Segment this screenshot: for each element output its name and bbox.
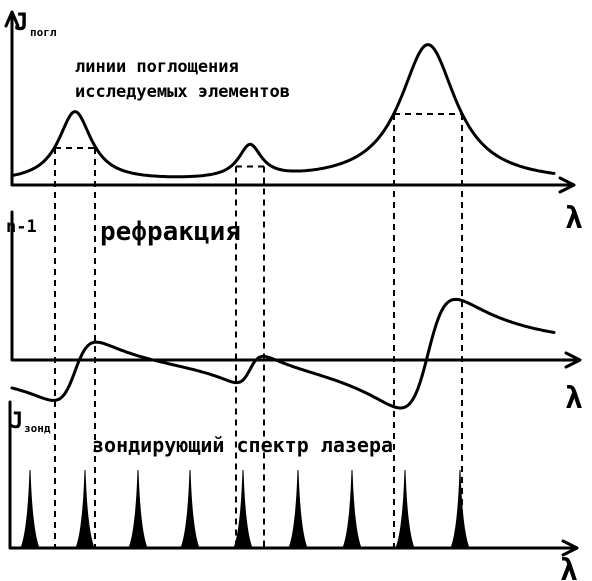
laser-line <box>395 469 415 549</box>
panel-title: рефракция <box>100 217 241 247</box>
x-label: λ <box>560 553 578 581</box>
panel-title: линии поглощения <box>75 57 239 77</box>
laser-line <box>450 469 470 549</box>
laser-line <box>233 469 253 549</box>
axis-label-sub: погл <box>30 26 57 39</box>
laser-line <box>288 469 308 549</box>
axis-label: J <box>14 8 28 36</box>
panel-subtitle: исследуемых элементов <box>75 82 290 102</box>
panel-title: зондирующий спектр лазера <box>92 433 393 457</box>
axes-refraction <box>10 210 582 369</box>
absorption-curve <box>10 43 556 179</box>
axes-absorption <box>4 10 576 194</box>
curves <box>10 43 556 549</box>
x-label: λ <box>565 381 583 416</box>
laser-line <box>180 469 200 549</box>
laser-line <box>128 469 148 549</box>
laser-line <box>75 469 95 549</box>
laser-line <box>342 469 362 549</box>
laser-line <box>20 469 40 549</box>
axis-label: n-1 <box>6 217 37 237</box>
axis-label: J <box>10 409 23 434</box>
axis-label-sub: зонд <box>24 422 51 435</box>
refraction-curve <box>10 297 556 410</box>
x-label: λ <box>565 201 583 236</box>
axes-probe <box>8 400 579 557</box>
